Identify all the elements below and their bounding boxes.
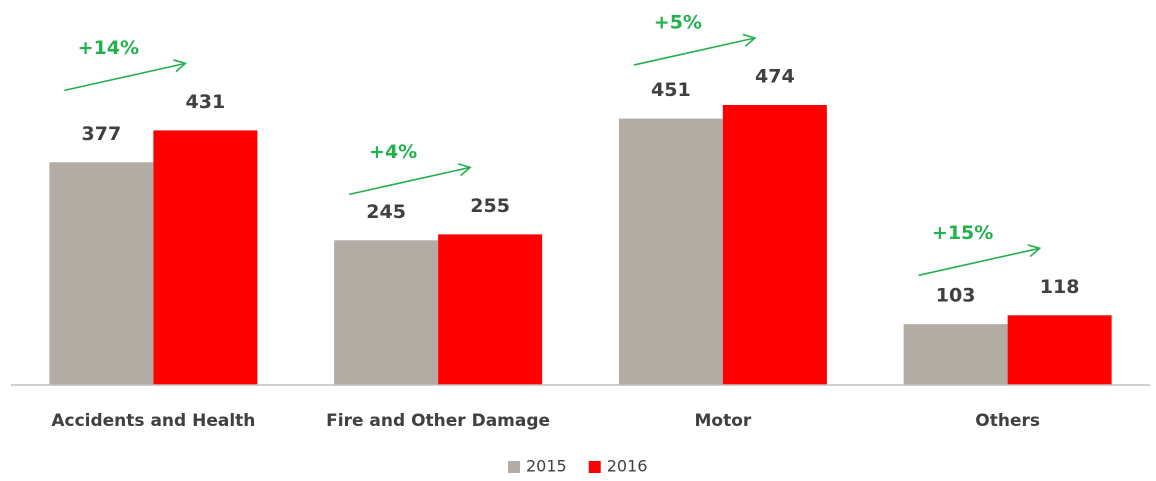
data-label: 255 bbox=[470, 195, 510, 217]
bar bbox=[1007, 315, 1112, 385]
trend-arrow bbox=[633, 33, 757, 66]
data-label: 118 bbox=[1040, 276, 1080, 298]
data-label: 451 bbox=[651, 79, 691, 101]
bar bbox=[334, 240, 439, 385]
x-tick-label: Accidents and Health bbox=[51, 411, 255, 431]
data-label: 377 bbox=[82, 123, 122, 145]
data-label: 245 bbox=[366, 201, 406, 223]
bar bbox=[722, 105, 827, 385]
trend-arrow bbox=[64, 59, 188, 92]
data-label: 474 bbox=[755, 66, 795, 88]
annotation: +5% bbox=[654, 12, 702, 34]
annotation: +14% bbox=[78, 37, 139, 59]
bar bbox=[49, 162, 154, 385]
x-tick-label: Others bbox=[975, 411, 1040, 431]
annotation: +4% bbox=[369, 141, 417, 163]
bar bbox=[903, 324, 1008, 385]
data-label: 103 bbox=[936, 285, 976, 307]
legend-label: 2016 bbox=[607, 457, 648, 476]
legend-swatch bbox=[588, 461, 601, 473]
x-tick-label: Motor bbox=[694, 411, 751, 431]
legend-label: 2015 bbox=[526, 457, 567, 476]
bar bbox=[438, 234, 543, 385]
x-tick-label: Fire and Other Damage bbox=[326, 411, 550, 431]
bar bbox=[153, 130, 258, 385]
annotation: +15% bbox=[932, 222, 993, 244]
legend-swatch bbox=[508, 461, 520, 473]
trend-arrow bbox=[348, 163, 472, 196]
trend-arrow bbox=[918, 244, 1042, 277]
data-label: 431 bbox=[186, 91, 226, 113]
bar bbox=[618, 118, 723, 386]
